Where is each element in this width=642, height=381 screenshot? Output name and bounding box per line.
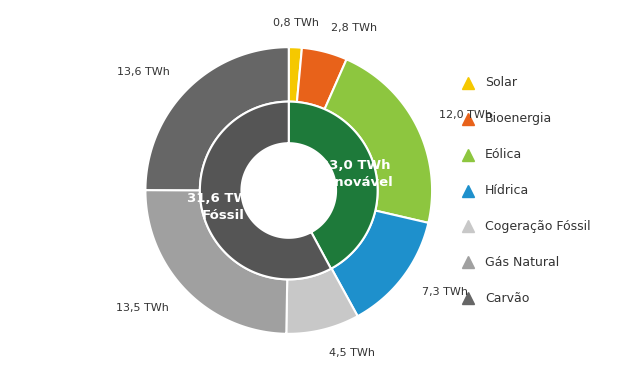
Text: Gás Natural: Gás Natural — [485, 256, 559, 269]
Text: Hídrica: Hídrica — [485, 184, 530, 197]
Polygon shape — [200, 102, 331, 279]
Text: 7,3 TWh: 7,3 TWh — [422, 287, 469, 297]
Text: Eólica: Eólica — [485, 148, 523, 161]
Text: Bioenergia: Bioenergia — [485, 112, 552, 125]
Polygon shape — [289, 102, 377, 269]
Text: 12,0 TWh: 12,0 TWh — [438, 110, 492, 120]
Text: 0,8 TWh: 0,8 TWh — [273, 18, 320, 28]
Polygon shape — [297, 48, 347, 109]
Text: 23,0 TWh
Renovável: 23,0 TWh Renovável — [316, 159, 394, 189]
Text: 2,8 TWh: 2,8 TWh — [331, 23, 377, 33]
Text: Carvão: Carvão — [485, 291, 530, 304]
Text: 13,6 TWh: 13,6 TWh — [117, 67, 170, 77]
Polygon shape — [146, 47, 289, 190]
Polygon shape — [146, 190, 287, 334]
Polygon shape — [286, 269, 358, 334]
Text: Solar: Solar — [485, 77, 517, 90]
Text: 31,6 TWh
Fóssil: 31,6 TWh Fóssil — [187, 192, 258, 222]
Polygon shape — [289, 47, 302, 102]
Text: 4,5 TWh: 4,5 TWh — [329, 348, 375, 358]
Text: 13,5 TWh: 13,5 TWh — [116, 303, 169, 313]
Text: Cogeração Fóssil: Cogeração Fóssil — [485, 220, 591, 233]
Polygon shape — [331, 211, 428, 316]
Polygon shape — [325, 59, 432, 223]
